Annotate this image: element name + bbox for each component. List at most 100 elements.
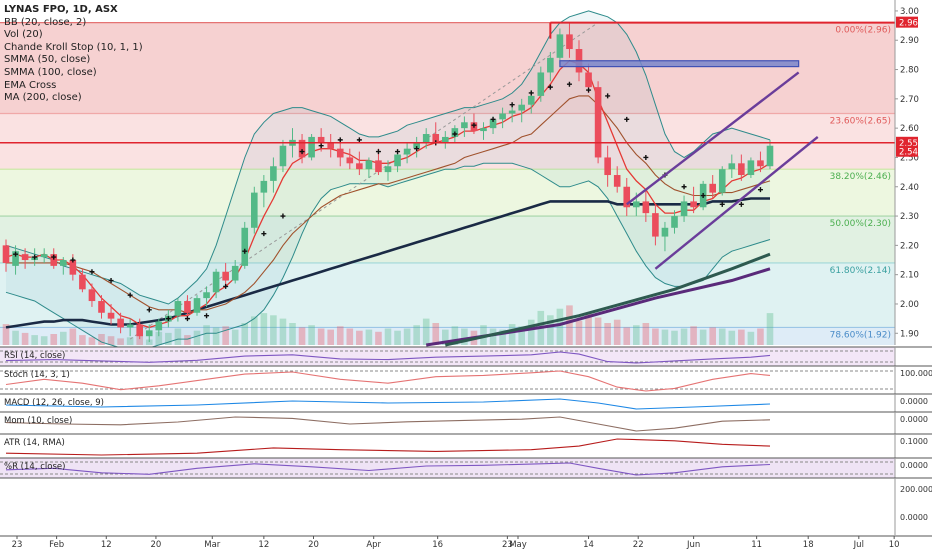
candle[interactable] <box>442 131 449 149</box>
candle[interactable] <box>270 157 277 193</box>
candle-body <box>642 201 650 214</box>
candle[interactable] <box>136 318 143 340</box>
time-tick-label: 11 <box>751 540 762 550</box>
candle[interactable] <box>212 268 220 299</box>
candle[interactable] <box>690 186 697 214</box>
candle[interactable] <box>98 295 105 319</box>
indicator-pane[interactable]: Mom (10, close) 0.0000 <box>0 411 932 434</box>
candle-body <box>2 245 10 263</box>
fib-level-label: 23.60%(2.65) <box>830 116 891 126</box>
candle[interactable] <box>709 175 716 199</box>
price-label-box <box>896 145 918 157</box>
candle[interactable] <box>126 318 134 337</box>
candle-body <box>461 122 468 129</box>
candle-body <box>394 154 401 167</box>
candle-body <box>718 169 726 193</box>
stop-marker <box>204 313 210 319</box>
candle-body <box>155 321 163 331</box>
candle[interactable] <box>394 151 401 173</box>
candle[interactable] <box>652 204 659 246</box>
candle[interactable] <box>604 145 611 187</box>
candle[interactable] <box>174 298 182 322</box>
candle[interactable] <box>766 139 774 170</box>
candle[interactable] <box>594 81 602 164</box>
indicator-pane[interactable]: MACD (12, 26, close, 9) 0.0000 <box>0 393 932 412</box>
candle[interactable] <box>203 286 210 307</box>
candle[interactable] <box>298 134 306 164</box>
candle[interactable] <box>327 134 334 158</box>
candle[interactable] <box>40 248 48 263</box>
channel-line[interactable] <box>654 136 819 270</box>
candle[interactable] <box>60 257 67 275</box>
candle[interactable] <box>461 116 468 137</box>
candle[interactable] <box>480 122 487 140</box>
candle[interactable] <box>193 295 201 316</box>
volume-bar <box>126 337 134 345</box>
candle[interactable] <box>222 262 229 287</box>
candle[interactable] <box>356 151 363 176</box>
candle[interactable] <box>251 186 258 234</box>
candle[interactable] <box>155 318 163 337</box>
candle[interactable] <box>537 66 545 102</box>
candle[interactable] <box>671 210 678 234</box>
candle[interactable] <box>308 134 315 161</box>
candle[interactable] <box>547 51 554 82</box>
candle[interactable] <box>422 128 430 149</box>
candle-body <box>50 254 58 266</box>
volume-bar <box>422 318 430 345</box>
candle[interactable] <box>231 260 239 284</box>
indicator-pane[interactable]: Stoch (14, 3, 1) 100.0000 <box>0 365 932 394</box>
stop-marker <box>127 292 133 298</box>
fib-retracement[interactable]: 0.00%(2.96) 23.60%(2.65) 38.20%(2.46) 50.00… <box>0 22 895 345</box>
pane-background <box>0 366 895 394</box>
candle[interactable] <box>566 22 573 58</box>
dashed-trendline[interactable] <box>129 22 599 340</box>
indicator-pane[interactable]: %R (14, close) 0.0000 <box>0 457 932 478</box>
volume-bar <box>375 331 382 345</box>
pane-background <box>0 458 895 478</box>
candle[interactable] <box>2 239 10 272</box>
indicator-pane[interactable]: RSI (14, close) <box>0 346 932 366</box>
stop-marker <box>624 116 630 122</box>
candle[interactable] <box>88 283 96 307</box>
indicator-pane[interactable]: 200.0000 0.0000 <box>0 477 932 535</box>
candle[interactable] <box>556 28 564 64</box>
candle[interactable] <box>680 195 688 222</box>
candle[interactable] <box>241 221 249 269</box>
candle[interactable] <box>613 166 621 193</box>
candle-body <box>652 213 659 237</box>
candle[interactable] <box>21 248 29 269</box>
candle[interactable] <box>403 142 411 164</box>
candle[interactable] <box>728 154 736 178</box>
candle[interactable] <box>384 160 392 181</box>
indicator-name: %R (14, close) <box>4 462 65 472</box>
candle[interactable] <box>365 157 373 178</box>
candle[interactable] <box>107 303 115 325</box>
price-tick-label: 2.40 <box>900 183 919 193</box>
candle[interactable] <box>518 98 525 123</box>
candle[interactable] <box>279 139 287 173</box>
candle[interactable] <box>508 104 516 123</box>
candle[interactable] <box>757 151 764 173</box>
candle[interactable] <box>747 157 755 178</box>
candle[interactable] <box>184 295 191 319</box>
candle[interactable] <box>260 175 268 208</box>
candle[interactable] <box>623 177 631 217</box>
candle[interactable] <box>718 166 726 196</box>
candle[interactable] <box>346 148 354 170</box>
candle[interactable] <box>117 312 124 334</box>
candle[interactable] <box>738 154 745 181</box>
candle[interactable] <box>499 107 506 129</box>
candle[interactable] <box>145 324 153 343</box>
channel-line[interactable] <box>626 71 800 206</box>
candle[interactable] <box>642 189 650 222</box>
candle[interactable] <box>661 221 669 252</box>
candle[interactable] <box>336 139 344 167</box>
supply-zone[interactable] <box>559 60 800 68</box>
candle-body <box>203 292 210 299</box>
candle[interactable] <box>79 268 86 293</box>
indicator-pane[interactable]: ATR (14, RMA) 0.1000 <box>0 433 932 458</box>
candle[interactable] <box>12 245 19 275</box>
